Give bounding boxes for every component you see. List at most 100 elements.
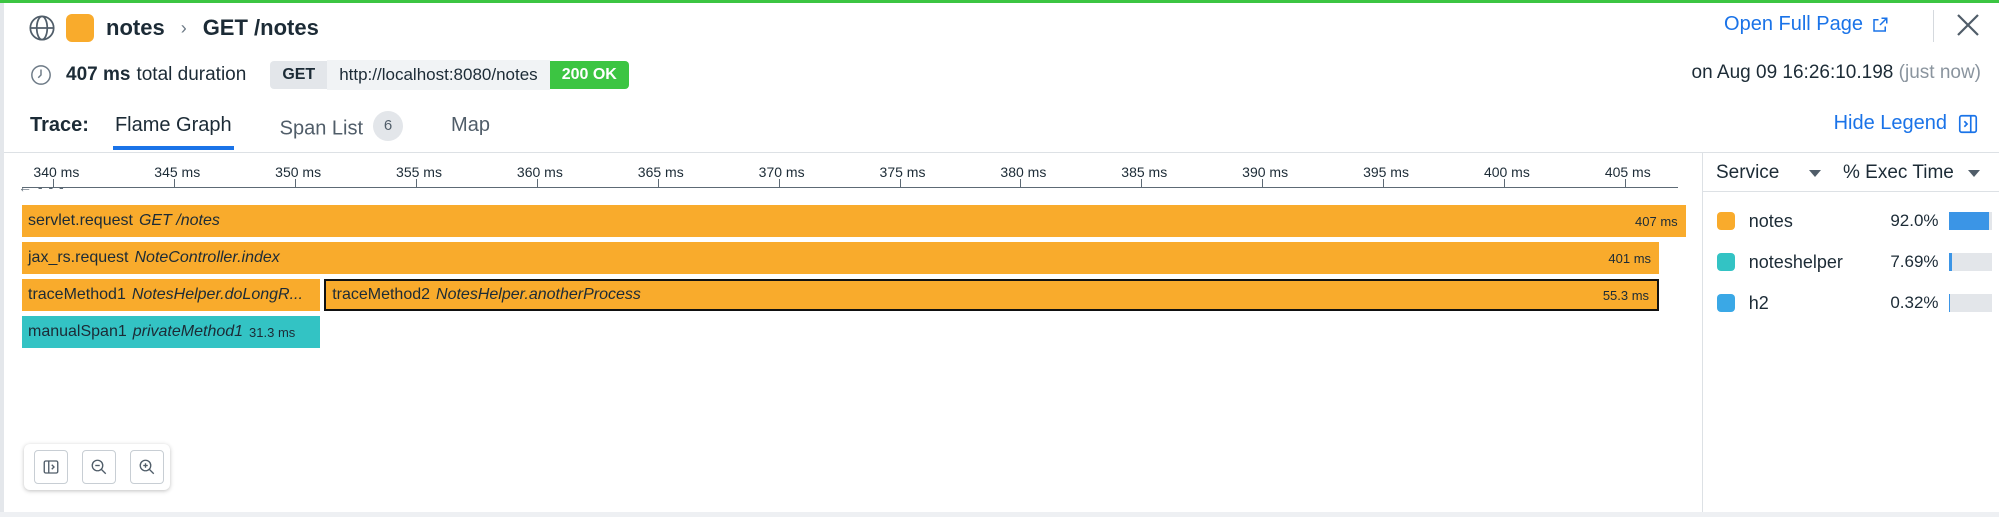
hide-legend-label: Hide Legend <box>1833 112 1947 134</box>
http-method-badge: GET <box>270 61 328 89</box>
span-resource: NotesHelper.anotherProcess <box>436 286 641 303</box>
tab-map-label: Map <box>451 114 490 136</box>
relative-time: (just now) <box>1898 62 1981 83</box>
axis-tick <box>1624 179 1626 187</box>
axis-tick <box>536 179 538 187</box>
legend-color-swatch <box>1717 253 1735 271</box>
legend-row-noteshelper[interactable]: noteshelper 7.69% <box>1717 248 1992 276</box>
legend-service-name: notes <box>1748 210 1793 231</box>
chevron-down-icon <box>1809 169 1822 177</box>
axis-tick <box>1141 179 1143 187</box>
legend-exec-bar <box>1948 253 1992 271</box>
axis-tick-label: 395 ms <box>1363 164 1409 180</box>
axis-tick-label: 405 ms <box>1604 164 1651 180</box>
tab-flame-graph[interactable]: Flame Graph <box>112 108 234 150</box>
axis-tick-label: 360 ms <box>516 164 563 180</box>
zoom-controls <box>24 444 170 490</box>
legend-service-name: h2 <box>1748 292 1769 313</box>
open-full-page-label: Open Full Page <box>1724 13 1863 35</box>
axis-tick <box>899 179 901 187</box>
axis-tick-label: 355 ms <box>396 164 442 180</box>
hide-legend-button[interactable]: Hide Legend <box>1834 112 1979 135</box>
chevron-right-icon: › <box>180 17 187 38</box>
tab-map[interactable]: Map <box>449 108 492 144</box>
axis-tick <box>778 179 780 187</box>
span-resource: NotesHelper.doLongR... <box>131 286 303 303</box>
service-legend: Service % Exec Time notes 92.0% noteshel… <box>1703 153 1999 512</box>
tabs-divider <box>4 152 1999 153</box>
tab-flame-graph-label: Flame Graph <box>114 114 232 136</box>
resource-name[interactable]: GET /notes <box>202 15 319 40</box>
left-edge <box>0 3 4 517</box>
flame-span[interactable]: servlet.request GET /notes 407 ms <box>22 205 1686 237</box>
close-icon[interactable] <box>1953 10 1983 40</box>
trace-timestamp: on Aug 09 16:26:10.198 (just now) <box>1692 62 1981 84</box>
header-divider <box>1933 10 1934 42</box>
axis-tick-label: 345 ms <box>154 164 201 180</box>
collapse-panel-icon <box>1958 114 1978 133</box>
axis-tick-label: 375 ms <box>879 164 926 180</box>
span-operation: jax_rs.request <box>28 249 129 266</box>
axis-tick-label: 380 ms <box>1000 164 1047 180</box>
legend-exec-pct: 92.0% <box>1890 211 1939 230</box>
span-duration: 407 ms <box>1635 213 1678 229</box>
flame-span[interactable]: traceMethod2 NotesHelper.anotherProcess 55… <box>324 279 1660 311</box>
axis-tick-label: 400 ms <box>1483 164 1530 180</box>
tabs-label: Trace: <box>30 114 89 136</box>
legend-color-swatch <box>1717 212 1735 230</box>
chevron-down-icon <box>1967 169 1980 177</box>
legend-exec-bar-fill <box>1948 253 1952 271</box>
legend-header-divider <box>1703 191 1999 192</box>
span-operation: servlet.request <box>28 212 133 229</box>
legend-divider <box>1702 153 1703 512</box>
total-duration-label: total duration <box>136 64 247 85</box>
legend-row-notes[interactable]: notes 92.0% <box>1717 207 1992 235</box>
axis-tick-label: 385 ms <box>1121 164 1168 180</box>
flame-graph[interactable]: ← - - - 340 ms 345 ms 350 ms 355 ms 360 ms 36… <box>4 153 1702 512</box>
trace-tabs: Trace: Flame Graph Span List 6 Map <box>30 108 536 152</box>
span-resource: GET /notes <box>138 212 220 229</box>
legend-exec-pct: 7.69% <box>1890 252 1939 271</box>
axis-tick <box>657 179 659 187</box>
legend-exec-bar-fill <box>1948 294 1951 312</box>
axis-tick <box>1020 179 1022 187</box>
header-title-row: notes › GET /notes <box>28 8 319 48</box>
zoom-in-button[interactable] <box>130 450 164 484</box>
flame-span[interactable]: traceMethod1 NotesHelper.doLongR... <box>22 279 320 311</box>
axis-tick <box>174 179 176 187</box>
legend-exec-pct: 0.32% <box>1890 293 1939 312</box>
legend-color-swatch <box>1717 294 1735 312</box>
globe-icon <box>29 15 55 41</box>
zoom-out-icon <box>91 459 107 475</box>
zoom-out-button[interactable] <box>82 450 116 484</box>
tab-span-list-label: Span List <box>279 117 364 140</box>
legend-service-header: Service <box>1716 162 1780 183</box>
legend-sort-service[interactable]: Service <box>1716 162 1822 184</box>
tab-span-list[interactable]: Span List 6 <box>278 108 405 144</box>
span-resource: NoteController.index <box>134 249 280 266</box>
bottom-edge <box>0 512 1999 517</box>
span-duration: 55.3 ms <box>1602 287 1650 303</box>
legend-exec-header: % Exec Time <box>1843 162 1954 183</box>
axis-tick <box>1383 179 1385 187</box>
flame-span[interactable]: manualSpan1 privateMethod1 31.3 ms <box>22 316 320 348</box>
request-url: http://localhost:8080/notes <box>327 60 550 90</box>
legend-row-h2[interactable]: h2 0.32% <box>1717 289 1992 317</box>
trace-summary-row: 407 ms total duration GET http://localho… <box>30 58 629 92</box>
axis-tick-label: 350 ms <box>275 164 322 180</box>
flame-span[interactable]: jax_rs.request NoteController.index 401 ms <box>22 242 1660 274</box>
zoom-in-icon <box>139 459 155 475</box>
span-count-badge: 6 <box>373 111 404 141</box>
legend-sort-exec-time[interactable]: % Exec Time <box>1843 162 1980 184</box>
open-full-page-link[interactable]: Open Full Page <box>1724 13 1889 36</box>
axis-tick-label: 370 ms <box>758 164 805 180</box>
service-color-icon <box>66 14 94 42</box>
toggle-minimap-button[interactable] <box>34 450 68 484</box>
legend-service-name: noteshelper <box>1748 251 1843 272</box>
timestamp-value: on Aug 09 16:26:10.198 <box>1691 62 1894 83</box>
service-name[interactable]: notes <box>106 15 165 40</box>
span-resource: privateMethod1 <box>132 323 244 340</box>
time-axis <box>22 187 1678 188</box>
axis-tick-label: 340 ms <box>33 164 80 180</box>
span-duration: 31.3 ms <box>249 324 296 340</box>
